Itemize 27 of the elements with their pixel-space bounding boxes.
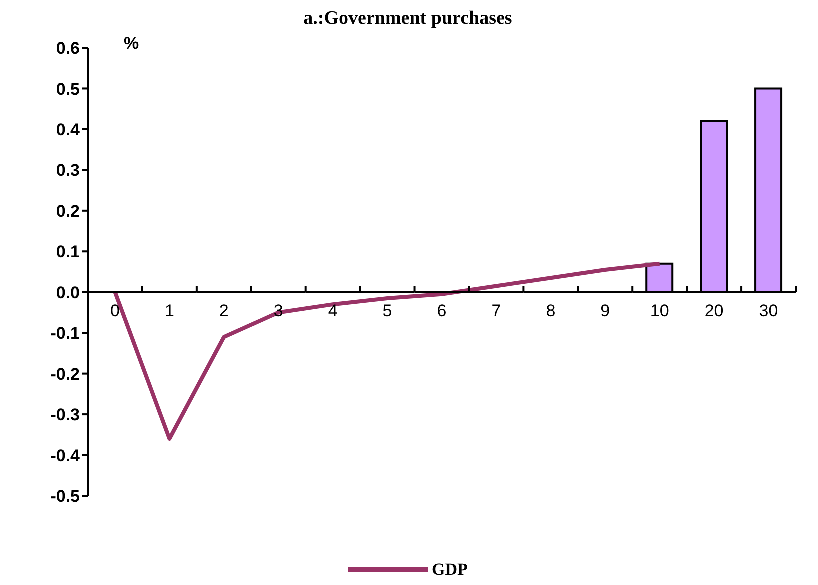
x-tick-label: 6: [437, 301, 447, 320]
y-tick-label: -0.5: [50, 487, 80, 506]
y-tick-label: -0.2: [50, 364, 80, 384]
y-tick-label: -0.4: [50, 446, 81, 466]
y-tick-label: 0.6: [56, 39, 80, 58]
y-tick-label: 0.4: [56, 120, 81, 140]
y-tick-label: 0.1: [56, 242, 80, 262]
y-tick-label: -0.1: [50, 324, 80, 344]
x-tick-label: 10: [650, 301, 670, 320]
y-tick-label: 0.0: [56, 283, 80, 302]
y-tick-label: 0.5: [56, 80, 80, 99]
x-tick-label: 2: [219, 301, 229, 320]
y-tick-label: -0.3: [50, 406, 80, 425]
x-tick-label: 30: [759, 301, 778, 320]
y-axis-title: %: [124, 34, 140, 54]
legend-label: GDP: [432, 560, 468, 580]
x-tick-label: 9: [600, 301, 610, 320]
x-tick-label: 0: [110, 301, 120, 320]
y-tick-label: 0.2: [56, 202, 80, 221]
x-tick-label: 8: [546, 301, 556, 320]
x-tick-label: 4: [328, 301, 338, 320]
x-tick-label: 7: [492, 301, 502, 320]
x-tick-label: 5: [382, 301, 392, 320]
x-tick-label: 1: [164, 301, 174, 320]
chart-title: a.:Government purchases: [304, 8, 512, 29]
x-tick-label: 20: [704, 301, 724, 320]
y-tick-label: 0.3: [56, 161, 80, 180]
